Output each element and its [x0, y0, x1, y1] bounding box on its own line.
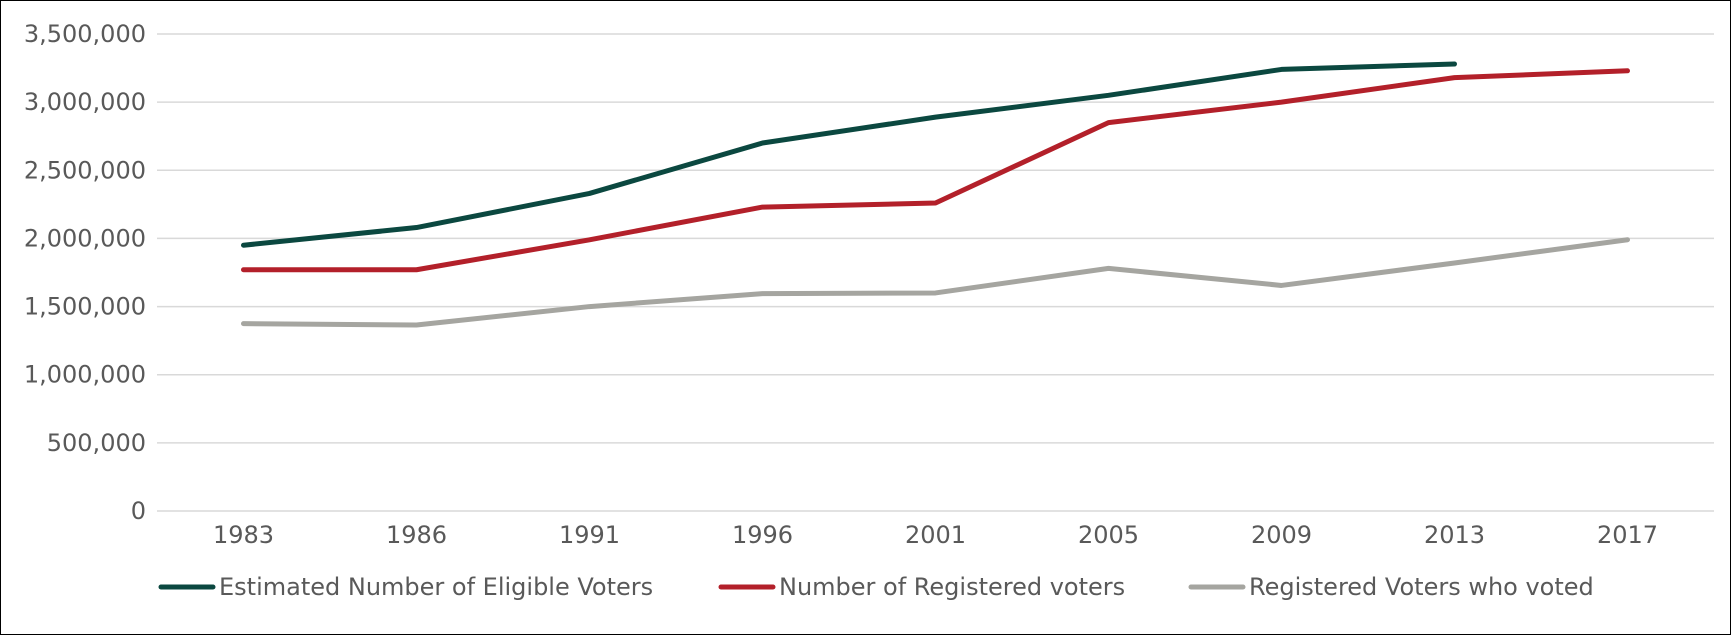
y-tick-label: 0 [131, 497, 146, 525]
x-axis-ticks: 1983 1986 1991 1996 2001 2005 2009 2013 2017 [213, 521, 1658, 549]
gridlines [157, 33, 1714, 512]
y-tick-label: 2,500,000 [24, 156, 146, 184]
y-tick-label: 3,500,000 [24, 20, 146, 48]
y-tick-label: 3,000,000 [24, 88, 146, 116]
x-tick-label: 1986 [386, 521, 447, 549]
y-tick-label: 1,000,000 [24, 361, 146, 389]
y-tick-label: 2,000,000 [24, 224, 146, 252]
series-line-3 [241, 237, 1630, 328]
legend-label-1: Estimated Number of Eligible Voters [219, 573, 653, 601]
y-axis-ticks: 0 500,000 1,000,000 1,500,000 2,000,000 2,500… [24, 20, 146, 525]
series-line-1 [241, 61, 1457, 248]
legend: Estimated Number of Eligible Voters Numbe… [158, 573, 1594, 601]
legend-label-2: Number of Registered voters [779, 573, 1125, 601]
series-line-2 [241, 68, 1630, 273]
x-tick-label: 1991 [559, 521, 620, 549]
x-tick-label: 2005 [1078, 521, 1139, 549]
x-tick-label: 2013 [1424, 521, 1485, 549]
x-tick-label: 1996 [732, 521, 793, 549]
x-tick-label: 2001 [905, 521, 966, 549]
y-tick-label: 500,000 [47, 429, 146, 457]
series-lines [241, 61, 1630, 328]
x-tick-label: 2017 [1597, 521, 1658, 549]
x-tick-label: 1983 [213, 521, 274, 549]
x-tick-label: 2009 [1251, 521, 1312, 549]
legend-label-3: Registered Voters who voted [1249, 573, 1594, 601]
y-tick-label: 1,500,000 [24, 293, 146, 321]
